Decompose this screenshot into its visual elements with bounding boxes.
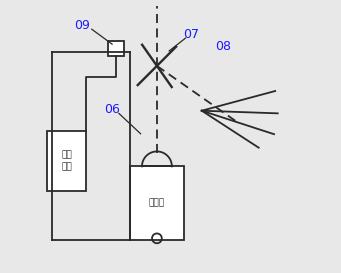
Bar xyxy=(130,166,184,240)
Text: 07: 07 xyxy=(183,28,199,41)
Bar xyxy=(108,41,124,57)
Text: 09: 09 xyxy=(74,19,90,32)
Text: 08: 08 xyxy=(216,40,232,53)
Text: 激光源: 激光源 xyxy=(149,198,165,207)
Text: 电子
电路: 电子 电路 xyxy=(61,150,72,171)
Text: 06: 06 xyxy=(104,103,120,116)
Bar xyxy=(47,131,86,191)
